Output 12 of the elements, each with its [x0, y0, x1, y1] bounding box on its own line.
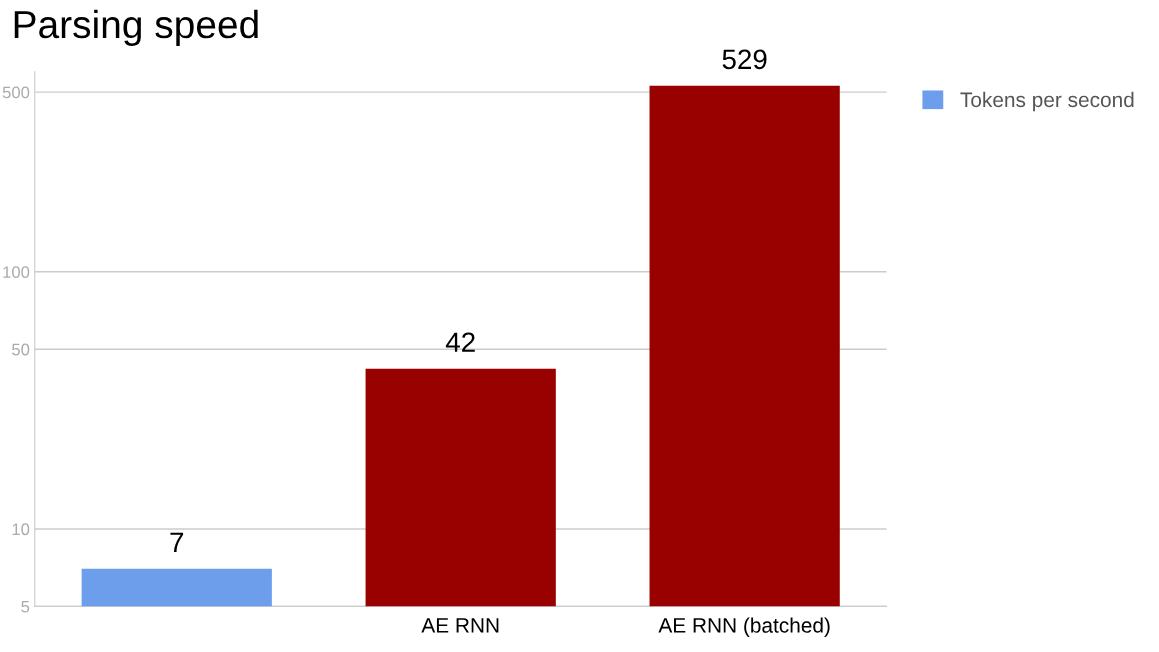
- y-tick-label: 100: [3, 266, 30, 279]
- data-label: 529: [722, 49, 767, 70]
- data-label: 7: [170, 532, 184, 552]
- legend-label: Tokens per second: [960, 91, 1134, 112]
- x-tick-label: AE RNN: [421, 618, 499, 633]
- data-label: 42: [445, 332, 475, 352]
- y-tick-label: 50: [12, 343, 30, 356]
- y-tick-label: 10: [12, 523, 30, 536]
- x-tick-label: AE RNN (batched): [658, 617, 830, 637]
- y-tick-label: 500: [2, 86, 30, 99]
- chart-title: Parsing speed: [14, 9, 258, 47]
- y-tick-label: 5: [21, 600, 30, 613]
